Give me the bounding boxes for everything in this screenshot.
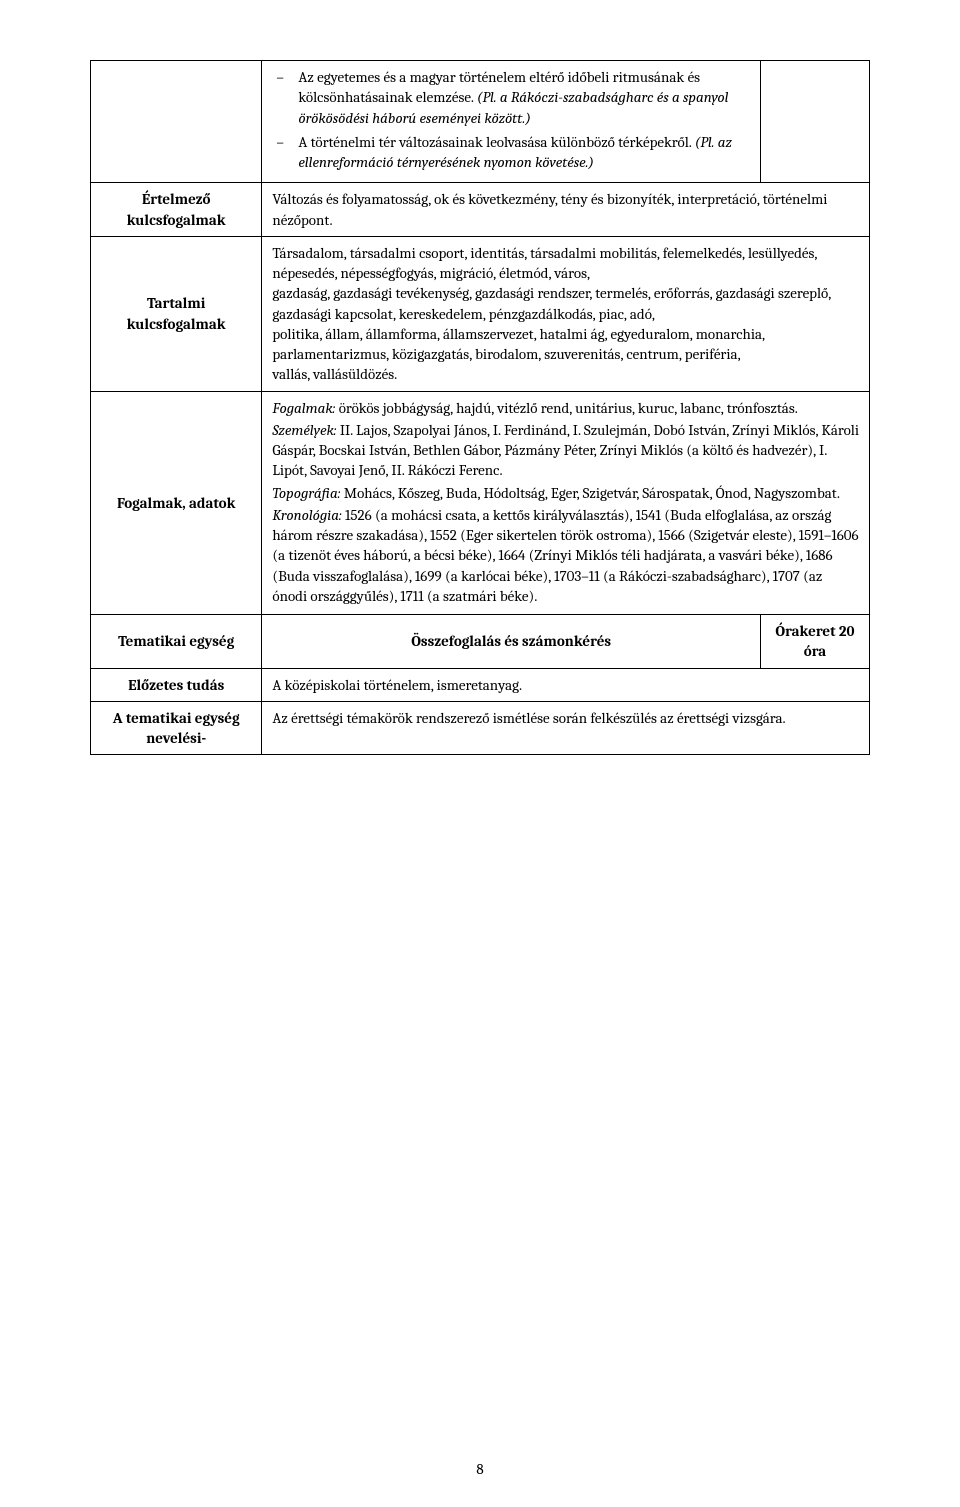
row-bullets-content: Az egyetemes és a magyar történelem elté… — [262, 61, 761, 183]
nevelesi-text: Az érettségi témakörök rendszerező ismét… — [262, 701, 870, 755]
row-bullets: Az egyetemes és a magyar történelem elté… — [91, 61, 870, 183]
row-ertelmezo: Értelmező kulcsfogalmak Változás és foly… — [91, 183, 870, 237]
row-nevelesi: A tematikai egység nevelési- Az érettség… — [91, 701, 870, 755]
fogalmak-p4: Kronológia: 1526 (a mohácsi csata, a ket… — [272, 505, 859, 606]
page-number: 8 — [0, 1459, 960, 1479]
page: Az egyetemes és a magyar történelem elté… — [0, 0, 960, 1507]
fogalmak-p2: Személyek: II. Lajos, Szapolyai János, I… — [272, 420, 859, 481]
tematikai-label: Tematikai egység — [91, 615, 262, 669]
bullet-item-1: Az egyetemes és a magyar történelem elté… — [272, 67, 750, 128]
row-bullets-left — [91, 61, 262, 183]
elozetes-label: Előzetes tudás — [91, 668, 262, 701]
elozetes-text: A középiskolai történelem, ismeretanyag. — [262, 668, 870, 701]
fogalmak-label: Fogalmak, adatok — [91, 391, 262, 615]
curriculum-table: Az egyetemes és a magyar történelem elté… — [90, 60, 870, 755]
row-elozetes: Előzetes tudás A középiskolai történelem… — [91, 668, 870, 701]
fogalmak-text: Fogalmak: örökös jobbágyság, hajdú, vité… — [262, 391, 870, 615]
row-tematikai: Tematikai egység Összefoglalás és számon… — [91, 615, 870, 669]
fogalmak-p3: Topográfia: Mohács, Kőszeg, Buda, Hódolt… — [272, 483, 859, 503]
row-fogalmak: Fogalmak, adatok Fogalmak: örökös jobbág… — [91, 391, 870, 615]
tartalmi-text: Társadalom, társadalmi csoport, identitá… — [262, 236, 870, 391]
row-tartalmi: Tartalmi kulcsfogalmak Társadalom, társa… — [91, 236, 870, 391]
nevelesi-label: A tematikai egység nevelési- — [91, 701, 262, 755]
tematikai-center: Összefoglalás és számonkérés — [262, 615, 761, 669]
ertelmezo-text: Változás és folyamatosság, ok és követke… — [262, 183, 870, 237]
bullet-list: Az egyetemes és a magyar történelem elté… — [272, 67, 750, 172]
row-bullets-right — [760, 61, 869, 183]
tartalmi-label: Tartalmi kulcsfogalmak — [91, 236, 262, 391]
ertelmezo-label: Értelmező kulcsfogalmak — [91, 183, 262, 237]
fogalmak-p1: Fogalmak: örökös jobbágyság, hajdú, vité… — [272, 398, 859, 418]
bullet-item-2: A történelmi tér változásainak leolvasás… — [272, 132, 750, 173]
tematikai-hours: Órakeret 20 óra — [760, 615, 869, 669]
